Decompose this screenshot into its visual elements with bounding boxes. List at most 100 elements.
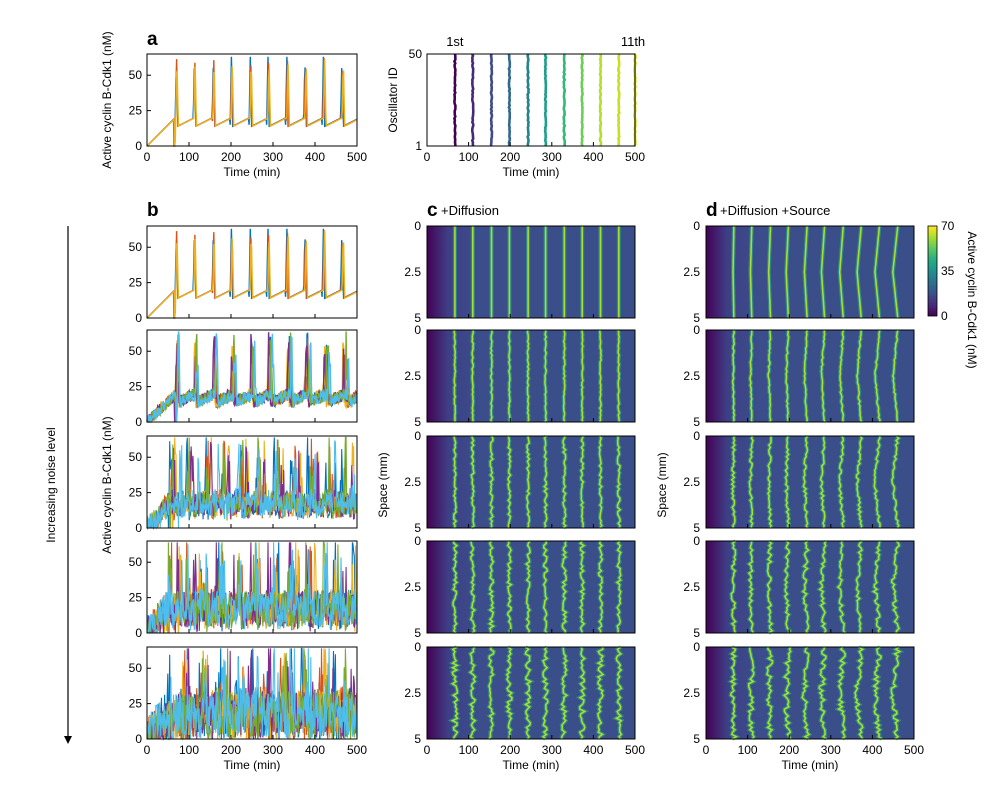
- wave-front: [802, 435, 809, 529]
- x-tick-label: 200: [500, 743, 520, 757]
- wave-front: [783, 540, 791, 634]
- wave-front: [598, 329, 602, 423]
- y-tick-label: 2.5: [404, 475, 421, 489]
- colorbar-tick: 70: [941, 219, 955, 233]
- wave-front: [836, 540, 846, 634]
- wave-front: [767, 225, 772, 319]
- y-tick-label: 0: [414, 534, 421, 548]
- series-line: [146, 440, 358, 529]
- panel-label-a: a: [147, 29, 158, 50]
- heatmap: [706, 434, 914, 529]
- wave-front: [525, 435, 531, 529]
- wave-front: [889, 646, 902, 740]
- subtitle-c: +Diffusion: [441, 203, 499, 218]
- wave-front: [818, 540, 827, 634]
- y-tick-label: 50: [129, 68, 143, 82]
- wave-front: [541, 646, 549, 740]
- plot-frame: [705, 329, 915, 423]
- wave-front: [598, 435, 603, 529]
- colorbar-tick: 35: [941, 264, 955, 278]
- wave-front: [526, 329, 530, 423]
- annotation-first: 1st: [446, 34, 464, 49]
- y-tick-label: 0: [693, 219, 700, 233]
- y-tick-label: 0: [693, 429, 700, 443]
- y-tick-label: 2.5: [404, 369, 421, 383]
- wave-front: [505, 646, 514, 740]
- y-tick-label: 25: [129, 276, 143, 290]
- y-tick-label: 50: [129, 661, 143, 675]
- wave-front: [452, 540, 459, 634]
- wave-front: [872, 646, 883, 740]
- trace-group: [146, 228, 358, 319]
- wave-front: [489, 329, 493, 423]
- wave-front: [784, 435, 790, 529]
- heatmap-background: [706, 330, 914, 422]
- y-tick-label: 0: [414, 429, 421, 443]
- plot-frame: [146, 646, 358, 740]
- plot-frame: [426, 329, 636, 423]
- plot-frame: [426, 225, 636, 319]
- y-tick-label: 2.5: [683, 475, 700, 489]
- y-tick-label: 0: [135, 415, 142, 429]
- y-tick-label: 0: [693, 640, 700, 654]
- x-axis-label: Time (min): [224, 758, 281, 772]
- y-tick-label: 5: [693, 415, 700, 429]
- x-axis: 0 100 200 300 400 500 Time (min): [703, 735, 924, 772]
- wave-front: [615, 540, 622, 634]
- x-tick-label: 500: [347, 150, 367, 164]
- wave-front: [747, 647, 755, 740]
- x-axis: [426, 418, 636, 422]
- heatmap: [427, 434, 635, 530]
- plot-frame: [705, 435, 915, 529]
- wave-front: [562, 329, 566, 423]
- wave-front: [471, 329, 475, 423]
- wave-front: [854, 646, 865, 740]
- y-tick-label: 25: [129, 697, 143, 711]
- trace-group: [146, 541, 358, 634]
- wave-front: [544, 329, 548, 423]
- oscillator-wave: [543, 53, 548, 147]
- y-tick-label: 50: [129, 555, 143, 569]
- y-tick-label: 0: [135, 521, 142, 535]
- y-tick-label: 2.5: [683, 580, 700, 594]
- y-tick-label: 25: [129, 104, 143, 118]
- y-axis-label: Active cyclin B-Cdk1 (nM): [100, 416, 114, 553]
- x-axis: [146, 524, 358, 528]
- panel-label-b: b: [147, 200, 159, 221]
- y-tick-label: 50: [409, 47, 423, 61]
- wave-front: [731, 329, 736, 423]
- heatmap: [706, 645, 914, 741]
- wave-front: [729, 646, 738, 740]
- wave-front: [747, 540, 755, 634]
- x-axis: [426, 629, 636, 633]
- x-axis: [705, 314, 915, 318]
- x-tick-label: 400: [305, 150, 325, 164]
- y-tick-label: 25: [129, 380, 143, 394]
- wave-front: [730, 435, 736, 529]
- wave-front: [452, 435, 458, 529]
- plot-frame: [146, 53, 358, 147]
- x-tick-label: 0: [424, 743, 431, 757]
- wave-front: [507, 329, 511, 423]
- y-tick-label: 1: [415, 139, 422, 153]
- heatmap: [427, 226, 635, 318]
- y-tick-label: 5: [693, 521, 700, 535]
- wave-front: [506, 540, 513, 634]
- x-axis-label: Time (min): [782, 758, 839, 772]
- wave-front: [874, 329, 881, 422]
- x-tick-label: 400: [583, 743, 603, 757]
- y-axis-label: Oscillator ID: [386, 67, 400, 133]
- oscillator-wave: [507, 53, 512, 147]
- wave-front: [617, 329, 621, 423]
- plot-frame: [426, 53, 636, 147]
- y-tick-label: 0: [135, 626, 142, 640]
- wave-front: [749, 225, 753, 319]
- y-tick-label: 5: [693, 732, 700, 746]
- y-axis-label: Active cyclin B-Cdk1 (nM): [100, 31, 114, 168]
- wave-front: [819, 435, 826, 529]
- heatmap: [706, 225, 914, 319]
- x-tick-label: 300: [821, 743, 841, 757]
- y-tick-label: 2.5: [404, 265, 421, 279]
- x-axis: 0 100 200 300 400 500 Time (min): [144, 142, 367, 179]
